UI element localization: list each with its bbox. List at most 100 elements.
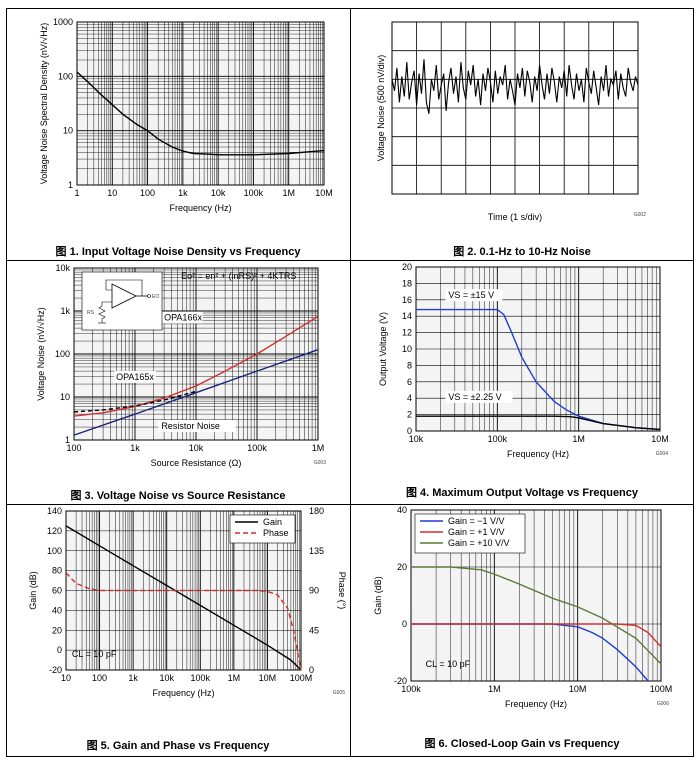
- fig4-xtick-label: 100k: [488, 434, 508, 444]
- fig5-ytick-label: 0: [57, 645, 62, 655]
- fig4-annotation-vs15: VS = ±15 V: [448, 290, 494, 300]
- fig5-caption: 图 5. Gain and Phase vs Frequency: [86, 740, 270, 752]
- fig1-xtick-label: 10: [107, 188, 117, 198]
- fig3-series-1: [73, 315, 319, 417]
- fig3-ytick-label: 100: [55, 349, 70, 359]
- fig1-xlabel: Frequency (Hz): [169, 203, 231, 213]
- output-node: [147, 294, 151, 298]
- fig1-chart: 1 10 100 1k 10k 100k 1M 10M 1 10 100 1000 Frequency …: [39, 17, 333, 213]
- fig5-series-1: [65, 572, 302, 671]
- fig3-xtick-label: 1M: [312, 443, 325, 453]
- fig4-code: G004: [656, 451, 668, 457]
- grid-line-left: [6, 8, 7, 757]
- fig1-xtick-label: 1M: [282, 188, 295, 198]
- fig4-ytick-label: 4: [407, 393, 412, 403]
- fig2-frame: [391, 21, 639, 195]
- eo-label: EO: [152, 294, 159, 300]
- fig3-xtick-label: 1k: [130, 443, 140, 453]
- fig4-ytick-label: 2: [407, 410, 412, 420]
- fig6-series-2: [411, 566, 662, 665]
- fig6-xtick-label: 100k: [401, 684, 421, 694]
- fig2-ylabel: Voltage Noise (500 nV/div): [376, 55, 386, 162]
- fig1-ytick-label: 1: [68, 180, 73, 190]
- fig4-ytick-label: 0: [407, 426, 412, 436]
- fig3-annotation-resistor: Resistor Noise: [161, 421, 220, 431]
- fig6-legend-label: Gain = +10 V/V: [448, 538, 510, 548]
- fig5-ytick-label: 40: [52, 605, 62, 615]
- fig4-ytick-label: 16: [402, 295, 412, 305]
- fig4-xlabel: Frequency (Hz): [507, 449, 569, 459]
- fig4-ytick-label: 8: [407, 360, 412, 370]
- fig5-ytick-label: 100: [47, 546, 62, 556]
- fig5-xtick-label: 100k: [191, 673, 211, 683]
- fig5-xtick-label: 10k: [159, 673, 174, 683]
- fig5-xtick-label: 100: [92, 673, 107, 683]
- fig4-ytick-label: 14: [402, 311, 412, 321]
- fig5-ytick-label: 20: [52, 625, 62, 635]
- fig4-xtick-label: 1M: [572, 434, 585, 444]
- fig2-chart: Time (1 s/div) Voltage Noise (500 nV/div)…: [376, 21, 646, 222]
- fig4-xtick-label: 10M: [651, 434, 669, 444]
- fig4-xtick-label: 10k: [409, 434, 424, 444]
- fig6-series-1: [411, 623, 662, 648]
- fig5-xtick-label: 10: [61, 673, 71, 683]
- fig5-ytick-label: 140: [47, 506, 62, 516]
- fig1-xtick-label: 1: [74, 188, 79, 198]
- fig3-annotation-box: [161, 311, 203, 324]
- fig1-frame: [76, 21, 325, 186]
- fig4-ytick-label: 18: [402, 278, 412, 288]
- fig1-ytick-label: 10: [63, 126, 73, 136]
- fig1-ytick-label: 100: [58, 71, 73, 81]
- fig5-legend-box: [229, 514, 296, 544]
- fig5-ytick-label: 120: [47, 526, 62, 536]
- fig3-xtick-label: 100k: [247, 443, 267, 453]
- fig1-ytick-label: 1000: [53, 17, 73, 27]
- fig6-code: G006: [657, 701, 669, 707]
- fig5-xtick-label: 1k: [128, 673, 138, 683]
- fig5-legend-label: Phase: [263, 528, 289, 538]
- fig3-caption: 图 3. Voltage Noise vs Source Resistance: [70, 490, 286, 502]
- fig3-annotation-opa165x: OPA165x: [116, 372, 154, 382]
- fig5-series-0: [65, 525, 302, 671]
- fig5-annotation-cl: CL = 10 pF: [72, 649, 117, 659]
- fig6-xlabel: Frequency (Hz): [505, 699, 567, 709]
- fig5-y2tick-label: 0: [309, 665, 314, 675]
- fig6-chart: 100k 1M 10M 100M -20 0 20 40 Frequency (Hz) Gain …: [373, 505, 673, 709]
- fig3-code: G003: [314, 460, 326, 466]
- fig3-annotation-box: [158, 420, 236, 433]
- fig5-y2tick-label: 180: [309, 506, 324, 516]
- fig1-grid: [76, 22, 324, 186]
- fig3-ytick-label: 10: [60, 392, 70, 402]
- fig6-frame: [410, 509, 662, 682]
- fig3-ylabel: Voltage Noise (nV/√Hz): [36, 307, 46, 400]
- fig4-ytick-label: 20: [402, 262, 412, 272]
- fig5-ylabel: Gain (dB): [28, 571, 38, 610]
- fig5-code: G005: [333, 690, 345, 696]
- fig5-legend-label: Gain: [263, 517, 282, 527]
- fig4-chart: 10k 100k 1M 10M 0 2 4 6 8 10 12 14 16 18 20 Frequency (…: [378, 262, 669, 459]
- fig1-xtick-label: 100: [140, 188, 155, 198]
- fig1-ylabel: Voltage Noise Spectral Density (nV/√Hz): [39, 23, 49, 185]
- fig2-series-0: [391, 59, 639, 114]
- fig6-ytick-label: -20: [394, 676, 407, 686]
- fig2-code: G002: [634, 212, 646, 218]
- fig4-ytick-label: 12: [402, 328, 412, 338]
- grid-line-mid: [350, 8, 351, 757]
- fig5-y2tick-label: 45: [309, 625, 319, 635]
- fig2-caption: 图 2. 0.1-Hz to 10-Hz Noise: [453, 246, 591, 258]
- fig3-ytick-label: 1: [65, 435, 70, 445]
- fig6-caption: 图 6. Closed-Loop Gain vs Frequency: [424, 738, 620, 750]
- fig3-ytick-label: 10k: [55, 263, 70, 273]
- fig1-series-0: [76, 71, 325, 156]
- fig6-xtick-label: 100M: [650, 684, 673, 694]
- fig1-xtick-label: 100k: [244, 188, 264, 198]
- fig3-xlabel: Source Resistance (Ω): [151, 458, 242, 468]
- fig6-ytick-label: 0: [402, 619, 407, 629]
- fig5-ytick-label: -20: [49, 665, 62, 675]
- fig4-annotation-box: [445, 289, 503, 302]
- fig5-xtick-label: 1M: [228, 673, 241, 683]
- fig5-xtick-label: 10M: [259, 673, 277, 683]
- fig4-caption: 图 4. Maximum Output Voltage vs Frequency: [405, 487, 639, 499]
- fig6-ytick-label: 20: [397, 562, 407, 572]
- fig3-chart: 100 1k 10k 100k 1M 1 10 100 1k 10k Source Resistan…: [36, 263, 326, 468]
